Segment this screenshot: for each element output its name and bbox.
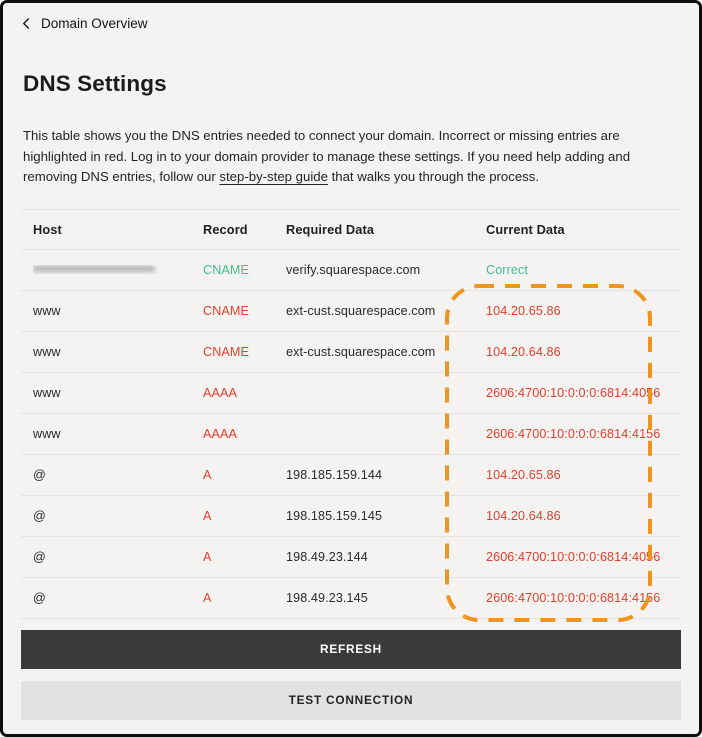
host-cell: @ [33,467,46,482]
current-data-cell: 2606:4700:10:0:0:0:6814:4056 [486,549,661,564]
host-cell: www [33,344,61,359]
dns-records-table: Host Record Required Data Current Data C… [21,208,681,619]
current-data-cell: 104.20.65.86 [486,467,561,482]
record-cell: A [203,590,212,605]
host-cell: @ [33,508,46,523]
back-to-domain-overview[interactable]: Domain Overview [20,16,148,31]
current-data-cell: 2606:4700:10:0:0:0:6814:4056 [486,385,661,400]
table-row: www AAAA 2606:4700:10:0:0:0:6814:4156 [21,414,681,455]
table-row: @ A 198.185.159.145 104.20.64.86 [21,496,681,537]
record-cell: CNAME [203,262,249,277]
table-row: www CNAME ext-cust.squarespace.com 104.2… [21,291,681,332]
description-part2: that walks you through the process. [327,169,540,184]
current-data-cell: 104.20.64.86 [486,508,561,523]
record-cell: A [203,508,212,523]
refresh-button[interactable]: REFRESH [21,629,681,669]
table-row: @ A 198.49.23.145 2606:4700:10:0:0:0:681… [21,578,681,619]
redacted-host-blur [33,265,155,274]
record-cell: CNAME [203,303,249,318]
record-cell: A [203,467,212,482]
host-cell: @ [33,590,46,605]
record-cell: AAAA [203,385,237,400]
current-data-cell: 104.20.64.86 [486,344,561,359]
table-row: CNAME verify.squarespace.com Correct [21,250,681,291]
step-by-step-guide-link[interactable]: step-by-step guide [219,169,328,184]
test-connection-button[interactable]: TEST CONNECTION [21,680,681,720]
page-title: DNS Settings [23,71,167,96]
column-header-host: Host [33,221,62,237]
required-data-cell: ext-cust.squarespace.com [286,344,436,359]
table-row: @ A 198.185.159.144 104.20.65.86 [21,455,681,496]
required-data-cell: ext-cust.squarespace.com [286,303,436,318]
column-header-record: Record [203,221,248,237]
chevron-left-icon [20,17,33,30]
column-header-current-data: Current Data [486,221,565,237]
host-cell: www [33,426,61,441]
required-data-cell: 198.49.23.145 [286,590,368,605]
host-cell: @ [33,549,46,564]
record-cell: CNAME [203,344,249,359]
table-row: www AAAA 2606:4700:10:0:0:0:6814:4056 [21,373,681,414]
description-text: This table shows you the DNS entries nee… [23,126,679,188]
required-data-cell: 198.49.23.144 [286,549,368,564]
record-cell: AAAA [203,426,237,441]
back-link-label: Domain Overview [41,16,148,31]
table-header-row: Host Record Required Data Current Data [21,210,681,250]
required-data-cell: 198.185.159.145 [286,508,383,523]
current-data-cell: 104.20.65.86 [486,303,561,318]
required-data-cell: verify.squarespace.com [286,262,421,277]
table-row: @ A 198.49.23.144 2606:4700:10:0:0:0:681… [21,537,681,578]
table-row: www CNAME ext-cust.squarespace.com 104.2… [21,332,681,373]
required-data-cell: 198.185.159.144 [286,467,383,482]
current-data-cell: Correct [486,262,528,277]
host-cell [33,265,203,274]
record-cell: A [203,549,212,564]
host-cell: www [33,385,61,400]
current-data-cell: 2606:4700:10:0:0:0:6814:4156 [486,590,661,605]
description-part1: This table shows you the DNS entries nee… [23,128,631,184]
column-header-required-data: Required Data [286,221,375,237]
host-cell: www [33,303,61,318]
current-data-cell: 2606:4700:10:0:0:0:6814:4156 [486,426,661,441]
